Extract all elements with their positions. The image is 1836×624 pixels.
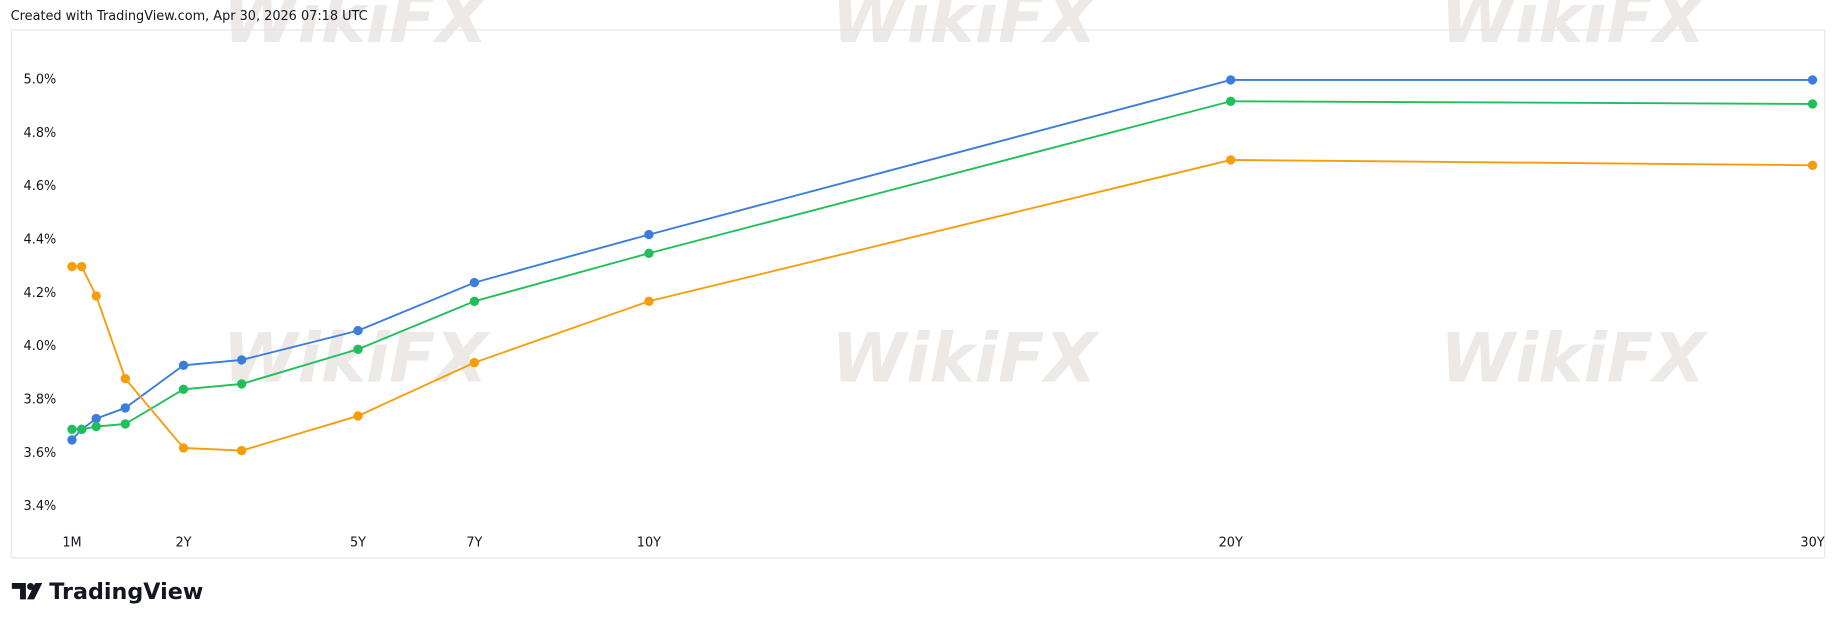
data-point xyxy=(67,435,77,445)
series-line xyxy=(71,158,1813,452)
data-point xyxy=(178,384,189,394)
x-tick-label: 1M xyxy=(62,536,81,551)
data-point xyxy=(67,261,77,272)
data-point xyxy=(236,355,247,365)
data-point xyxy=(236,379,247,389)
data-point xyxy=(1226,96,1236,106)
data-point xyxy=(469,357,480,368)
y-tick-label: 4.0% xyxy=(24,339,57,354)
data-point xyxy=(644,229,654,240)
data-point xyxy=(178,443,189,453)
data-point xyxy=(1807,160,1818,170)
y-tick-label: 4.2% xyxy=(24,286,57,301)
data-point xyxy=(353,411,363,421)
x-tick-label: 7Y xyxy=(466,536,482,551)
data-point xyxy=(236,445,247,456)
logo-mark xyxy=(11,583,43,600)
data-point xyxy=(76,261,87,272)
data-point xyxy=(178,360,189,370)
y-tick-label: 4.4% xyxy=(24,232,57,247)
data-point xyxy=(91,421,101,432)
data-point xyxy=(120,403,130,413)
y-tick-label: 4.8% xyxy=(24,126,57,141)
data-point xyxy=(644,296,654,306)
data-point xyxy=(353,325,363,336)
plot-frame xyxy=(10,29,1826,559)
y-tick-label: 3.6% xyxy=(24,446,57,461)
watermark: WikiFX xyxy=(831,319,1100,398)
logo: TradingView xyxy=(49,579,203,605)
data-point xyxy=(1807,99,1818,109)
header: Created with TradingView.com, Apr 30, 20… xyxy=(11,9,368,24)
data-point xyxy=(469,277,480,288)
data-point xyxy=(120,373,130,384)
x-tick-label: 10Y xyxy=(637,536,661,551)
y-tick-label: 3.8% xyxy=(24,392,57,407)
data-point xyxy=(76,424,87,434)
y-tick-label: 5.0% xyxy=(24,72,57,87)
data-point xyxy=(91,291,101,301)
x-tick-label: 30Y xyxy=(1800,536,1824,551)
data-point xyxy=(469,296,480,306)
data-point xyxy=(120,419,130,429)
data-point xyxy=(1226,155,1236,165)
data-point xyxy=(644,248,654,258)
x-tick-label: 2Y xyxy=(175,536,191,551)
y-tick-label: 4.6% xyxy=(24,179,57,194)
data-point xyxy=(353,344,363,354)
y-tick-label: 3.4% xyxy=(24,499,57,514)
data-point xyxy=(1807,75,1818,85)
data-point xyxy=(91,413,101,424)
data-point xyxy=(67,424,77,434)
x-tick-label: 5Y xyxy=(350,536,366,551)
watermark: WikiFX xyxy=(1440,319,1709,398)
data-point xyxy=(1226,75,1236,85)
x-tick-label: 20Y xyxy=(1219,536,1243,551)
